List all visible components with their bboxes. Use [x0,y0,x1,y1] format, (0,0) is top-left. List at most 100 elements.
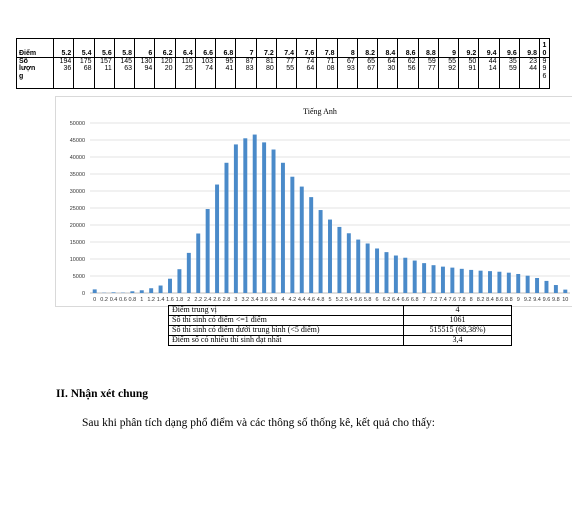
chart-x-tick-label: 3.6 [260,297,268,303]
chart-y-tick-label: 45000 [70,138,85,144]
chart-svg: Tiếng Anh 0 5000 10000 15000 20000 25000 30000… [70,107,570,303]
score-header-cell: 7.4 [275,38,298,58]
stats-value: 4 [403,305,512,316]
stats-value: 1061 [403,315,512,326]
chart-x-tick-label: 7.4 [439,297,447,303]
chart-x-tick-label: 6 [376,297,379,303]
chart-x-tick-label: 3.2 [241,297,249,303]
score-count-cell: 44 14 [478,57,500,89]
chart-x-tick-label: 7.2 [430,297,438,303]
score-header-cell: 9.8 [518,38,541,58]
chart-y-tick-label: 5000 [73,274,85,280]
chart-bar [431,265,436,293]
chart-bar [393,255,398,293]
chart-bar [271,149,276,293]
score-header-cell: 9.2 [457,38,480,58]
chart-title: Tiếng Anh [303,107,337,116]
score-count-cell: 67 93 [336,57,358,89]
score-header-cell: 1 0 [539,38,550,58]
score-header-cell: 6.8 [214,38,237,58]
chart-bar [290,176,295,293]
chart-bar [356,239,361,293]
score-count-cell: 87 83 [235,57,257,89]
score-header-cell: 6.2 [154,38,176,58]
stats-row: Số thí sinh có điểm <=1 điểm 1061 [168,315,512,326]
count-row-label: Số lượn g [16,57,54,89]
score-count-cell: 74 64 [295,57,318,89]
chart-x-tick-label: 7 [423,297,426,303]
score-header-cell: 8.4 [376,38,399,58]
chart-x-tick-label: 2.8 [223,297,231,303]
score-count-cell: 120 20 [154,57,176,89]
score-count-cell: 130 94 [133,57,156,89]
chart-x-tick-label: 8.2 [477,297,485,303]
chart-x-tick-label: 0.8 [129,297,137,303]
stats-table: Điểm trung vị 4 Số thí sinh có điểm <=1 đi… [168,305,512,346]
score-header-cell: 9 [437,38,460,58]
score-header-cell: 8 [336,38,358,58]
chart-x-tick-label: 4 [281,297,284,303]
chart-bar [563,289,568,293]
chart-bar [328,219,332,293]
chart-bar [346,233,351,293]
score-count-cell: 110 25 [174,57,196,89]
chart-x-tick-label: 8.4 [486,297,494,303]
chart-x-tick-label: 4.4 [298,297,306,303]
chart-bar [535,277,540,293]
stats-label: Số thí sinh có điểm <=1 điểm [168,315,404,326]
chart-bar [422,263,427,293]
chart-x-tick-label: 1.4 [157,297,165,303]
score-count-cell: 64 30 [376,57,399,89]
chart-bar [403,257,408,293]
chart-x-tick-label: 6.6 [401,297,409,303]
chart-bar [318,210,323,293]
score-header-cell: 9.6 [498,38,520,58]
score-header-cell: 8.8 [417,38,439,58]
chart-bar [186,252,191,293]
stats-row: Số thí sinh có điểm dưới trung bình (<5 … [168,325,512,336]
score-count-cell: 77 55 [275,57,298,89]
stats-row: Điểm trung vị 4 [168,305,512,316]
chart-x-tick-label: 5.6 [354,297,362,303]
chart-bar [243,138,248,293]
score-count-cell: 62 56 [397,57,419,89]
score-count-cell: 50 91 [457,57,480,89]
score-distribution-chart: Tiếng Anh 0 5000 10000 15000 20000 25000 30000… [55,96,572,307]
score-count-cell: 175 68 [73,57,95,89]
chart-x-axis-ticks: 0 0.2 0.4 0.6 0.8 1 1.2 1.4 1.6 1.8 2 2.2 2.4 2.6 2.8 3… [93,297,568,303]
chart-y-tick-label: 0 [82,291,85,297]
chart-x-tick-label: 3.4 [251,297,259,303]
chart-x-tick-label: 1.8 [176,297,184,303]
chart-bar [450,267,455,293]
chart-x-tick-label: 1 [140,297,143,303]
stats-label: Điểm số có nhiều thí sinh đạt nhất [168,335,404,346]
score-header-cell: 6.4 [174,38,196,58]
score-count-cell: 103 74 [194,57,217,89]
chart-x-tick-label: 7.6 [449,297,457,303]
body-paragraph: Sau khi phân tích dạng phổ điểm và các t… [82,417,435,429]
chart-bar [149,288,154,293]
chart-bar [224,162,229,293]
score-header-label: Điểm [16,38,54,58]
chart-x-tick-label: 2.4 [204,297,212,303]
chart-y-tick-label: 30000 [70,189,85,195]
chart-x-tick-label: 9.8 [552,297,560,303]
score-count-cell: 65 67 [356,57,379,89]
chart-x-tick-label: 6.4 [392,297,400,303]
chart-y-tick-label: 15000 [70,240,85,246]
chart-bar [544,280,549,293]
chart-x-tick-label: 0.6 [119,297,127,303]
chart-bar [412,260,417,293]
chart-bar [205,209,210,293]
chart-x-tick-label: 5.2 [336,297,344,303]
chart-y-axis-ticks: 0 5000 10000 15000 20000 25000 30000 35000 40000… [70,121,85,297]
chart-bar [262,142,267,293]
chart-x-tick-label: 2 [187,297,190,303]
chart-bar [459,268,464,293]
score-header-cell: 5.8 [113,38,136,58]
score-count-cell: 59 77 [417,57,439,89]
chart-x-tick-label: 9 [517,297,520,303]
chart-x-tick-label: 5 [328,297,331,303]
chart-bar [365,243,370,293]
stats-label: Điểm trung vị [168,305,404,316]
